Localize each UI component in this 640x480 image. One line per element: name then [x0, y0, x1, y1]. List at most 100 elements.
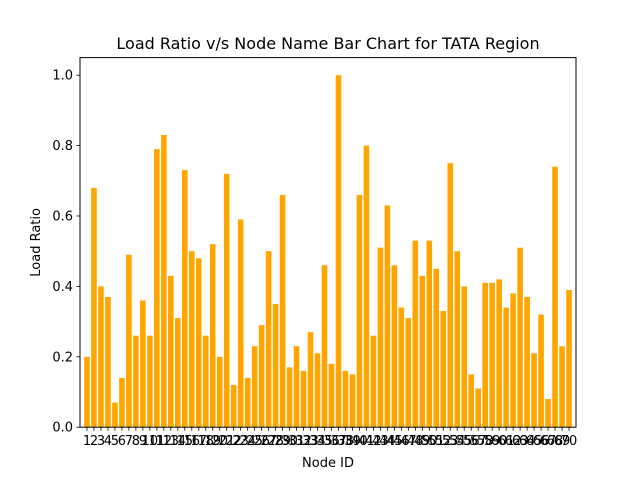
- bar-node-70: [566, 289, 572, 428]
- bar-node-39: [349, 374, 356, 428]
- x-tick-label: 43: [372, 434, 389, 449]
- x-tick-label: 69: [554, 434, 571, 449]
- bar-node-13: [168, 275, 174, 428]
- x-tick-label: 9: [139, 434, 147, 449]
- x-tick-label: 24: [239, 434, 256, 449]
- x-tick-label: 19: [204, 434, 221, 449]
- x-tick-label: 40: [351, 434, 368, 449]
- x-tick-label: 11: [149, 434, 166, 449]
- x-tick-label: 53: [442, 434, 459, 449]
- x-tick-label: 13: [163, 434, 180, 449]
- bar-node-27: [265, 251, 272, 428]
- chart-title: Load Ratio v/s Node Name Bar Chart for T…: [116, 34, 539, 53]
- x-tick-label: 22: [225, 434, 242, 449]
- x-tick-label: 5: [111, 434, 119, 449]
- x-tick-label: 28: [267, 434, 284, 449]
- bar-node-62: [510, 293, 516, 428]
- x-tick-label: 49: [414, 434, 431, 449]
- bar-node-16: [188, 251, 195, 428]
- y-tick-label: 1.0: [52, 69, 73, 84]
- bar-node-41: [363, 145, 370, 428]
- bar-node-37: [335, 75, 342, 428]
- bar-node-4: [105, 296, 111, 428]
- y-tick-label: 0.6: [52, 210, 73, 225]
- x-tick-label: 54: [449, 434, 466, 449]
- bar-node-7: [126, 254, 132, 428]
- x-tick-label: 58: [477, 434, 494, 449]
- bar-node-59: [489, 282, 495, 428]
- x-tick-label: 33: [302, 434, 319, 449]
- bar-node-32: [300, 370, 307, 428]
- bar-node-57: [475, 388, 481, 428]
- bar-node-49: [419, 275, 426, 428]
- x-tick-label: 29: [274, 434, 291, 449]
- bars-group: [84, 75, 572, 428]
- bar-node-9: [140, 300, 146, 428]
- bar-node-42: [370, 335, 377, 428]
- bar-node-53: [447, 163, 454, 428]
- bar-node-46: [398, 307, 405, 428]
- x-tick-label: 42: [365, 434, 382, 449]
- bar-node-35: [321, 265, 328, 428]
- x-tick-label: 67: [540, 434, 557, 449]
- bar-node-48: [412, 240, 419, 428]
- x-tick-label: 63: [512, 434, 529, 449]
- bar-node-21: [223, 173, 230, 428]
- x-tick-label: 62: [505, 434, 522, 449]
- bar-node-56: [468, 374, 475, 428]
- bar-node-17: [195, 258, 202, 428]
- x-axis: 1234567891011121314151617181920212223242…: [83, 427, 577, 449]
- y-axis-label: Load Ratio: [29, 208, 44, 277]
- x-tick-label: 50: [421, 434, 438, 449]
- x-tick-label: 55: [456, 434, 473, 449]
- bar-node-67: [545, 399, 551, 428]
- bar-node-6: [119, 377, 125, 428]
- x-tick-label: 12: [156, 434, 173, 449]
- y-tick-label: 0.4: [52, 280, 73, 295]
- bar-node-19: [209, 244, 216, 428]
- x-tick-label: 57: [470, 434, 487, 449]
- bar-node-61: [503, 307, 509, 428]
- bar-node-44: [384, 205, 391, 428]
- bar-node-18: [202, 335, 209, 428]
- x-tick-label: 60: [491, 434, 508, 449]
- x-tick-label: 51: [428, 434, 445, 449]
- bar-node-65: [531, 353, 537, 428]
- bar-node-8: [133, 335, 139, 428]
- x-tick-label: 27: [260, 434, 277, 449]
- x-tick-label: 10: [142, 434, 159, 449]
- x-tick-label: 16: [184, 434, 201, 449]
- bar-node-31: [293, 346, 300, 428]
- bar-node-43: [377, 247, 384, 428]
- bar-node-11: [154, 149, 160, 428]
- bar-node-50: [426, 240, 433, 428]
- bar-node-24: [244, 377, 251, 428]
- x-tick-label: 4: [104, 434, 112, 449]
- x-tick-label: 48: [407, 434, 424, 449]
- x-tick-label: 37: [330, 434, 347, 449]
- bar-node-22: [230, 384, 237, 428]
- bar-node-26: [258, 325, 265, 428]
- bar-node-58: [482, 282, 488, 428]
- x-tick-label: 35: [316, 434, 333, 449]
- x-tick-label: 21: [218, 434, 235, 449]
- x-tick-label: 23: [232, 434, 249, 449]
- bar-node-28: [272, 304, 279, 428]
- x-tick-label: 31: [288, 434, 305, 449]
- x-tick-label: 56: [463, 434, 480, 449]
- bar-node-54: [454, 251, 461, 428]
- bar-node-38: [342, 370, 349, 428]
- x-tick-label: 64: [519, 434, 536, 449]
- bar-node-40: [356, 194, 363, 428]
- y-axis: 0.0 0.2 0.4 0.6 0.8 1.0: [52, 69, 80, 436]
- x-axis-label: Node ID: [302, 456, 354, 471]
- x-tick-label: 14: [170, 434, 187, 449]
- bar-node-34: [314, 353, 321, 428]
- x-tick-label: 17: [190, 434, 207, 449]
- x-tick-label: 18: [197, 434, 214, 449]
- x-tick-label: 70: [561, 434, 578, 449]
- bar-node-2: [91, 187, 97, 428]
- bar-node-29: [279, 194, 286, 428]
- x-tick-label: 65: [526, 434, 543, 449]
